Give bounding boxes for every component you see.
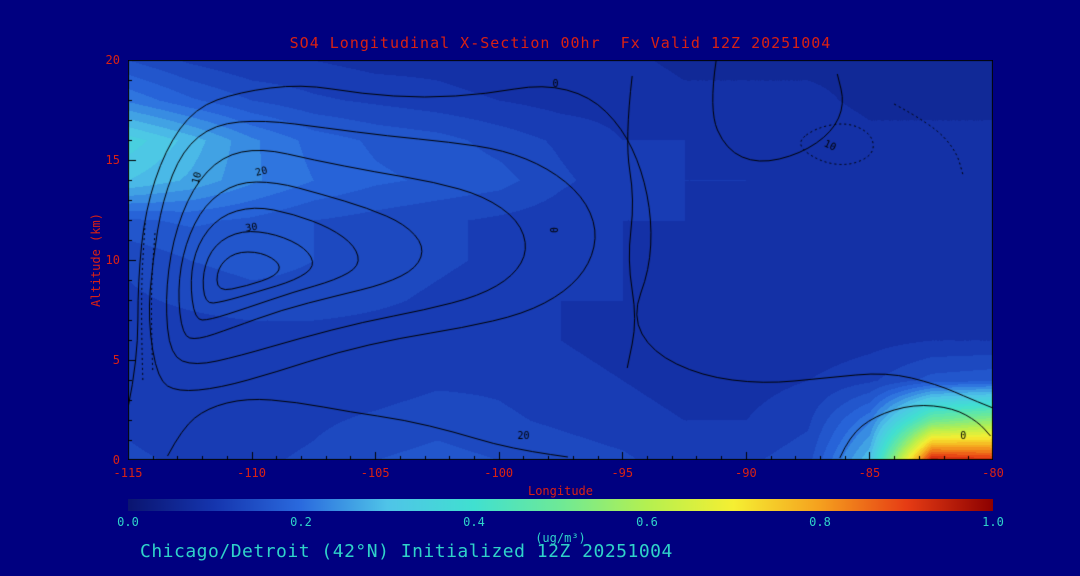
x-tick-label: -80 <box>982 466 1004 480</box>
x-tick-label: -105 <box>360 466 390 480</box>
colorbar-tick-label: 0.0 <box>117 515 139 529</box>
x-tick-label: -90 <box>735 466 757 480</box>
colorbar-tick-label: 0.4 <box>463 515 485 529</box>
colorbar-tick-label: 0.2 <box>290 515 312 529</box>
x-tick-label: -95 <box>611 466 634 480</box>
y-tick-label: 10 <box>105 253 120 267</box>
colorbar-tick-label: 0.8 <box>809 515 831 529</box>
footer-caption: Chicago/Detroit (42°N) Initialized 12Z 2… <box>140 541 673 562</box>
x-tick-label: -85 <box>858 466 881 480</box>
x-axis-title: Longitude <box>527 484 594 498</box>
y-tick-label: 0 <box>112 453 120 467</box>
x-tick-label: -110 <box>237 466 267 480</box>
y-axis-title: Altitude (km) <box>89 213 103 307</box>
colorbar-tick-label: 0.6 <box>636 515 658 529</box>
x-tick-label: -115 <box>113 466 143 480</box>
colorbar <box>128 499 993 511</box>
xsection-plot-canvas <box>128 60 993 460</box>
colorbar-unit-label: (ug/m³) <box>535 531 586 545</box>
y-tick-label: 5 <box>112 353 120 367</box>
y-tick-label: 20 <box>105 53 120 67</box>
y-tick-label: 15 <box>105 153 120 167</box>
x-tick-label: -100 <box>484 466 514 480</box>
colorbar-tick-label: 1.0 <box>982 515 1004 529</box>
chart-title: SO4 Longitudinal X-Section 00hr Fx Valid… <box>289 34 832 52</box>
